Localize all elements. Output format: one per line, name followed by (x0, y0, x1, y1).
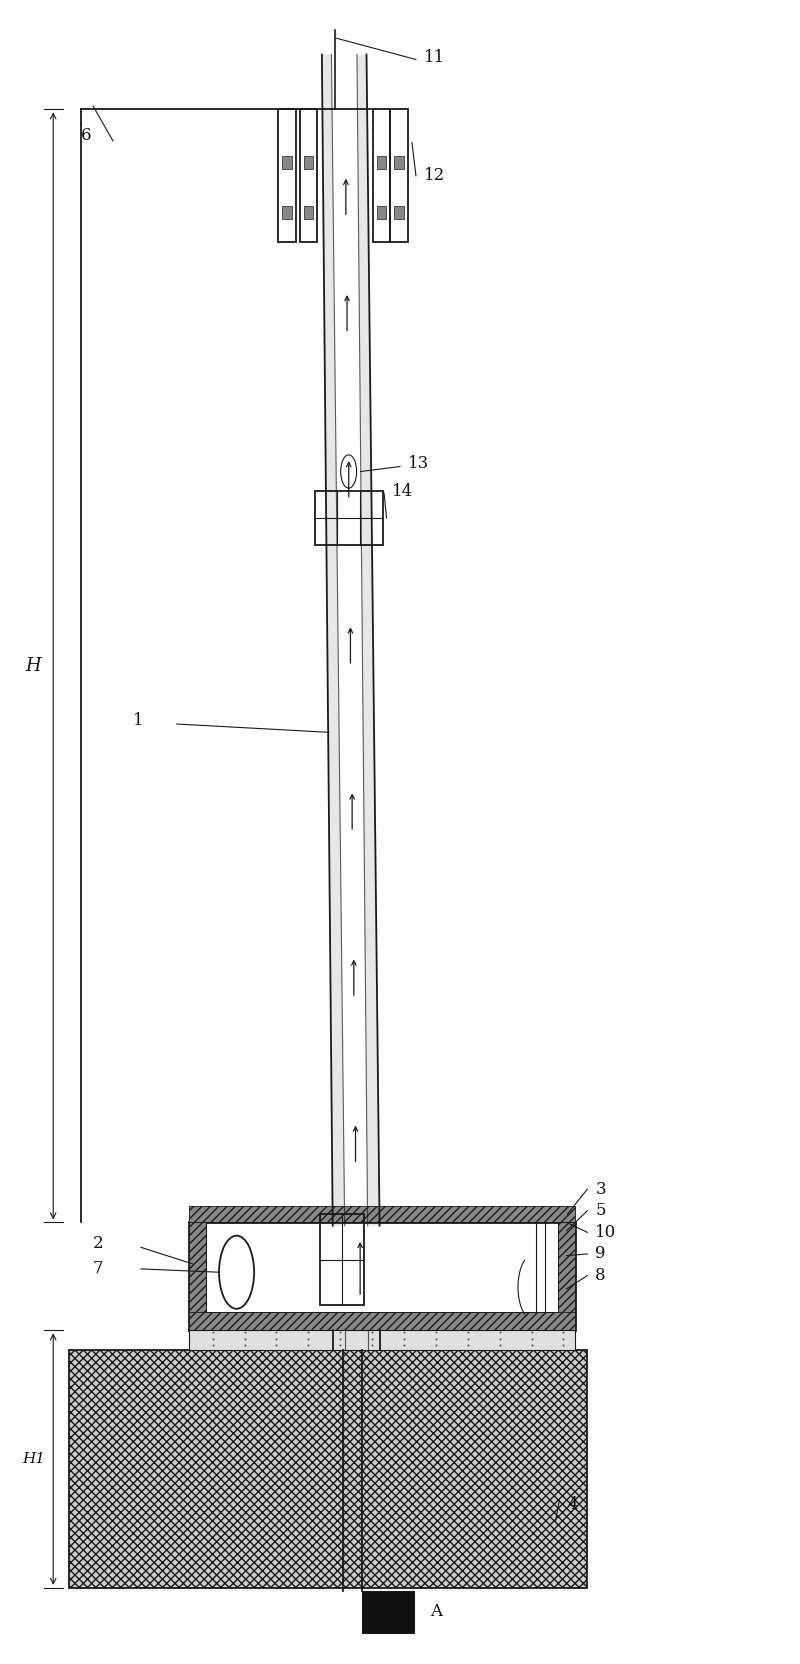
Bar (377, 206, 386, 220)
Text: 6: 6 (81, 128, 92, 145)
Text: 9: 9 (595, 1245, 606, 1263)
Bar (314, 491, 382, 544)
Text: 3: 3 (595, 1181, 606, 1198)
Text: H: H (26, 657, 41, 676)
Text: 2: 2 (93, 1235, 104, 1253)
Bar (299, 110, 317, 243)
Text: 1: 1 (133, 712, 143, 729)
Text: 14: 14 (392, 483, 414, 499)
Bar (189, 1206, 575, 1223)
Bar (278, 110, 295, 243)
Bar (390, 110, 408, 243)
Text: 5: 5 (595, 1203, 606, 1220)
Bar (206, 1223, 558, 1313)
Bar (362, 1591, 414, 1632)
Bar (373, 110, 390, 243)
Bar (189, 1223, 206, 1330)
Text: 12: 12 (424, 168, 445, 185)
Bar (377, 156, 386, 170)
Bar (394, 156, 404, 170)
Bar (320, 1215, 364, 1306)
Bar (189, 1223, 575, 1330)
Bar (282, 156, 291, 170)
Bar (189, 1330, 575, 1350)
Text: 7: 7 (93, 1260, 104, 1278)
Bar (558, 1223, 575, 1330)
Bar (282, 206, 291, 220)
Bar (69, 1350, 587, 1587)
Text: 11: 11 (424, 50, 445, 67)
Polygon shape (357, 55, 379, 1226)
Bar (394, 206, 404, 220)
Text: 8: 8 (595, 1266, 606, 1285)
Text: 10: 10 (595, 1223, 617, 1241)
Bar (303, 156, 313, 170)
Text: H1: H1 (22, 1453, 45, 1466)
Text: 4: 4 (567, 1496, 578, 1513)
Text: 13: 13 (408, 454, 430, 471)
Bar (189, 1313, 575, 1330)
Bar (303, 206, 313, 220)
Text: A: A (430, 1604, 442, 1621)
Polygon shape (322, 55, 345, 1226)
